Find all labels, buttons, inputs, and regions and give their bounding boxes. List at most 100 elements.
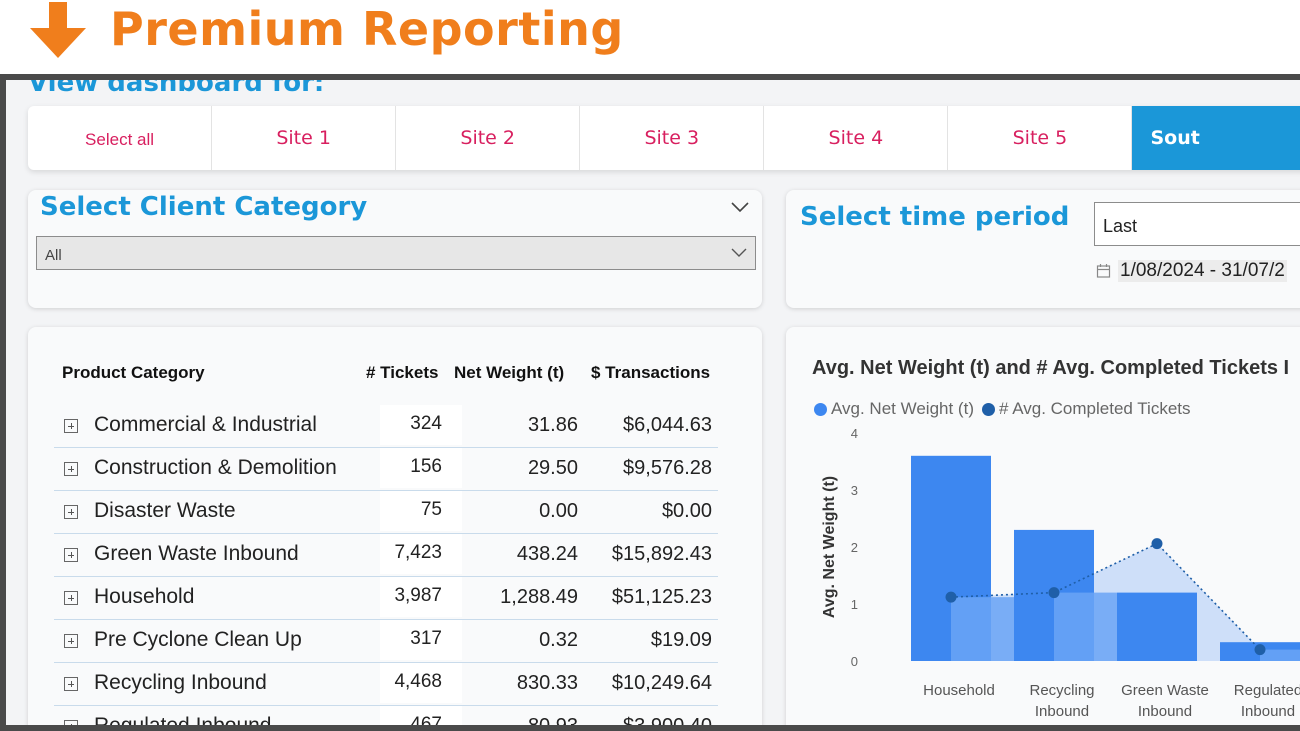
row-tickets: 4,468 [394, 671, 442, 692]
client-category-card: Select Client Category All [28, 190, 762, 308]
row-weight: 1,288.49 [500, 586, 578, 608]
expand-icon[interactable] [64, 462, 78, 476]
legend-item[interactable]: Avg. Net Weight (t) [814, 399, 974, 419]
y-tick-label: 1 [851, 597, 858, 612]
row-transactions: $51,125.23 [611, 586, 712, 608]
chevron-down-icon [731, 248, 747, 257]
time-period-mode-dropdown[interactable]: Last [1094, 202, 1300, 246]
row-category: Commercial & Industrial [94, 413, 317, 436]
down-arrow-icon [30, 2, 86, 58]
table-row: Commercial & Industrial 324 31.86 $6,044… [54, 405, 718, 448]
x-tick-label: Regulated [1234, 682, 1300, 699]
screenshot-frame: View dashboard for: Select all Site 1 Si… [0, 74, 1300, 731]
row-transactions: $0.00 [661, 500, 712, 522]
row-transactions: $15,892.43 [611, 543, 712, 565]
row-transactions: $3,900.40 [623, 715, 712, 725]
site-3-button[interactable]: Site 3 [580, 106, 765, 170]
date-range[interactable]: 1/08/2024 - 31/07/2 [1096, 260, 1287, 282]
chart-card: Avg. Net Weight (t) and # Avg. Completed… [786, 327, 1300, 725]
expand-icon[interactable] [64, 677, 78, 691]
table-row: Household 3,987 1,288.49 $51,125.23 [54, 577, 718, 620]
y-tick-label: 2 [851, 540, 858, 555]
table-row: Regulated Inbound 467 80.93 $3,900.40 [54, 706, 718, 725]
line-point [1254, 644, 1266, 656]
row-tickets: 324 [410, 413, 442, 434]
expand-icon[interactable] [64, 505, 78, 519]
expand-icon[interactable] [64, 591, 78, 605]
row-transactions: $19.09 [650, 629, 712, 651]
row-tickets: 3,987 [394, 585, 442, 606]
expand-icon[interactable] [64, 720, 78, 725]
row-tickets-cell: 7,423 [380, 534, 462, 574]
header-tickets[interactable]: # Tickets [366, 363, 439, 382]
expand-icon[interactable] [64, 634, 78, 648]
x-tick-label: Recycling [1029, 682, 1094, 699]
row-weight: 80.93 [528, 715, 578, 725]
x-tick-label: Inbound [1035, 703, 1089, 720]
row-weight: 31.86 [527, 414, 578, 436]
row-tickets-cell: 317 [380, 620, 462, 660]
site-4-button[interactable]: Site 4 [764, 106, 949, 170]
row-weight: 29.50 [527, 457, 578, 479]
table-row: Construction & Demolition 156 29.50 $9,5… [54, 448, 718, 491]
row-tickets: 467 [410, 714, 442, 725]
banner-title: Premium Reporting [110, 2, 624, 56]
time-period-card: Select time period Last 1/08/2024 - 31/0… [786, 190, 1300, 308]
x-tick-label: Household [923, 682, 995, 699]
row-tickets-cell: 4,468 [380, 663, 462, 703]
header-net-weight[interactable]: Net Weight (t) [454, 363, 565, 382]
line-point [945, 591, 957, 603]
x-tick-label: Green Waste [1121, 682, 1209, 699]
dashboard-canvas: View dashboard for: Select all Site 1 Si… [6, 80, 1300, 725]
row-category: Regulated Inbound [94, 714, 272, 725]
table-row: Green Waste Inbound 7,423 438.24 $15,892… [54, 534, 718, 577]
site-south-button[interactable]: Sout [1132, 106, 1300, 170]
y-tick-label: 4 [851, 426, 858, 441]
bar-overlay [951, 597, 1014, 661]
x-tick-label: Inbound [1241, 703, 1295, 720]
date-range-value: 1/08/2024 - 31/07/2 [1118, 260, 1287, 282]
site-2-button[interactable]: Site 2 [396, 106, 581, 170]
row-transactions: $10,249.64 [611, 672, 712, 694]
row-transactions: $6,044.63 [623, 414, 712, 436]
product-category-table: Product Category # Tickets Net Weight (t… [28, 327, 762, 725]
time-period-mode-value: Last [1103, 216, 1138, 236]
site-select-all-button[interactable]: Select all [28, 106, 213, 170]
site-1-button[interactable]: Site 1 [212, 106, 397, 170]
row-category: Pre Cyclone Clean Up [94, 628, 302, 651]
row-weight: 438.24 [516, 543, 578, 565]
row-tickets: 317 [410, 628, 442, 649]
y-tick-label: 3 [851, 483, 858, 498]
expand-icon[interactable] [64, 419, 78, 433]
banner: Premium Reporting [0, 0, 1300, 74]
line-point [1048, 587, 1060, 599]
x-tick-label: Inbound [1138, 703, 1192, 720]
client-category-dropdown[interactable]: All [36, 236, 756, 270]
row-tickets: 7,423 [394, 542, 442, 563]
series-line [950, 542, 1261, 651]
y-axis-label: Avg. Net Weight (t) [821, 476, 838, 618]
table-row: Recycling Inbound 4,468 830.33 $10,249.6… [54, 663, 718, 706]
table-row: Disaster Waste 75 0.00 $0.00 [54, 491, 718, 534]
expand-icon[interactable] [64, 548, 78, 562]
table-row: Pre Cyclone Clean Up 317 0.32 $19.09 [54, 620, 718, 663]
row-category: Green Waste Inbound [94, 542, 299, 565]
site-5-button[interactable]: Site 5 [948, 106, 1133, 170]
legend-label: # Avg. Completed Tickets [998, 399, 1191, 418]
legend-dot [981, 402, 995, 416]
bar [1117, 592, 1197, 661]
header-transactions[interactable]: $ Transactions [591, 363, 711, 382]
time-period-title: Select time period [800, 202, 1070, 232]
row-tickets-cell: 324 [380, 405, 462, 445]
row-tickets: 75 [420, 499, 442, 520]
bar-overlay [1054, 592, 1117, 661]
chart-legend: Avg. Net Weight (t) # Avg. Completed Tic… [814, 399, 1199, 419]
row-tickets-cell: 3,987 [380, 577, 462, 617]
chart-title: Avg. Net Weight (t) and # Avg. Completed… [812, 357, 1290, 379]
header-product-category[interactable]: Product Category [62, 363, 205, 382]
row-transactions: $9,576.28 [623, 457, 712, 479]
legend-item[interactable]: # Avg. Completed Tickets [981, 399, 1191, 419]
chevron-down-icon[interactable] [730, 200, 750, 214]
client-category-value: All [45, 247, 62, 264]
row-category: Construction & Demolition [94, 456, 337, 479]
